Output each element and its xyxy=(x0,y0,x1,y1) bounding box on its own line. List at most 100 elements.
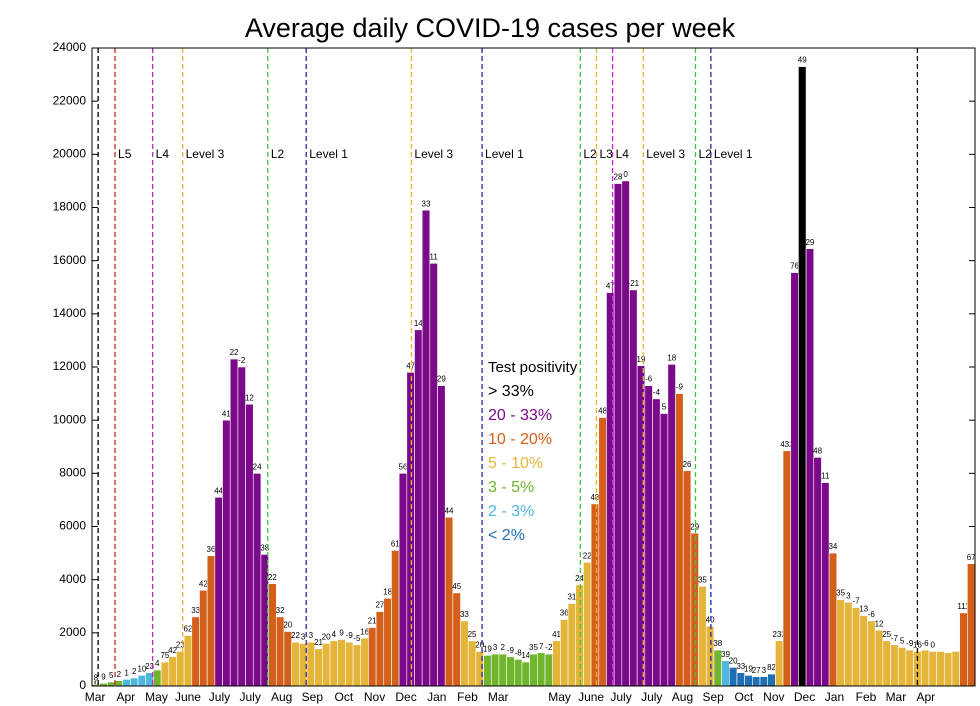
bar xyxy=(537,652,546,687)
data-label: 27 xyxy=(752,666,761,675)
bar xyxy=(767,673,776,687)
bar xyxy=(437,385,446,687)
bar xyxy=(414,329,423,687)
data-label: 33 xyxy=(460,610,469,619)
data-label: 26 xyxy=(683,460,692,469)
data-label: 27 xyxy=(375,601,384,610)
data-label: 42 xyxy=(199,579,208,588)
bar xyxy=(391,550,400,687)
phase-label: Level 1 xyxy=(485,147,524,161)
plot-frame xyxy=(91,47,976,687)
data-label: 33 xyxy=(191,606,200,615)
bar xyxy=(775,640,784,687)
legend-item: 20 - 33% xyxy=(488,407,552,424)
bar xyxy=(521,661,530,687)
bar xyxy=(790,272,799,687)
bar xyxy=(306,641,315,687)
data-label: 20 xyxy=(475,641,484,650)
legend-item: < 2% xyxy=(488,527,525,544)
data-label: 21 xyxy=(368,617,377,626)
y-tick-label: 2000 xyxy=(59,625,86,639)
x-tick-label: Feb xyxy=(457,690,478,704)
bar xyxy=(882,640,891,687)
bar xyxy=(682,470,692,687)
data-label: 76 xyxy=(790,262,799,271)
x-tick-label: July xyxy=(610,690,631,704)
bar xyxy=(498,653,507,687)
data-label: -9 xyxy=(676,383,684,392)
x-tick-label: July xyxy=(240,690,261,704)
y-tick-label: 6000 xyxy=(59,519,86,533)
data-label: 5 xyxy=(900,637,905,646)
data-label: 10 xyxy=(137,664,146,673)
data-label: 4 xyxy=(155,659,160,668)
bar xyxy=(314,648,323,687)
y-tick-label: 14000 xyxy=(53,306,87,320)
bar xyxy=(322,643,331,687)
bar xyxy=(659,413,669,687)
data-label: 35 xyxy=(836,589,845,598)
data-label: 3 xyxy=(309,631,314,640)
bar xyxy=(237,366,246,687)
bar xyxy=(629,289,638,687)
data-label: 3 xyxy=(762,666,767,675)
data-label: 3 xyxy=(301,633,306,642)
bar xyxy=(705,625,715,687)
data-label: 24 xyxy=(253,462,262,471)
bar xyxy=(828,552,838,687)
bar xyxy=(867,620,876,687)
data-label: 22 xyxy=(583,551,592,560)
bar xyxy=(130,677,139,687)
x-tick-label: Aug xyxy=(271,690,292,704)
bar xyxy=(160,661,170,687)
data-label: 36 xyxy=(560,609,569,618)
data-label: 19 xyxy=(744,664,753,673)
chart-title: Average daily COVID-19 cases per week xyxy=(245,13,736,43)
data-label: 20 xyxy=(729,657,738,666)
x-tick-label: Sep xyxy=(702,690,724,704)
data-label: 42 xyxy=(168,646,177,655)
bar xyxy=(736,672,745,687)
bar xyxy=(345,641,354,687)
phase-label: L4 xyxy=(616,147,630,161)
bar xyxy=(398,473,408,687)
bar xyxy=(444,516,454,687)
data-label: 33 xyxy=(422,199,431,208)
bar xyxy=(936,651,945,687)
data-label: 13 xyxy=(859,605,868,614)
data-label: 5 xyxy=(109,671,114,680)
bar xyxy=(782,450,792,687)
bar xyxy=(252,473,262,687)
data-label: 29 xyxy=(690,522,699,531)
legend-item: 5 - 10% xyxy=(488,455,543,472)
bar xyxy=(575,584,584,687)
legend-item: 3 - 5% xyxy=(488,479,534,496)
bar xyxy=(368,627,377,687)
bar xyxy=(759,676,768,687)
bar xyxy=(698,586,707,687)
x-tick-label: Oct xyxy=(335,690,354,704)
x-tick-label: June xyxy=(578,690,604,704)
y-tick-label: 4000 xyxy=(59,572,86,586)
bar xyxy=(229,358,239,687)
phase-label: Level 1 xyxy=(309,147,348,161)
data-label: 12 xyxy=(875,619,884,628)
data-label: 12 xyxy=(245,393,254,402)
bar xyxy=(675,393,684,687)
bar xyxy=(168,656,177,687)
bar xyxy=(636,365,646,687)
bar xyxy=(752,676,761,687)
data-label: -2 xyxy=(545,643,553,652)
bar xyxy=(153,669,162,687)
bar xyxy=(214,496,223,687)
data-label: 0 xyxy=(623,170,628,179)
data-label: 35 xyxy=(529,643,538,652)
data-label: 19 xyxy=(483,645,492,654)
y-tick-label: 16000 xyxy=(53,253,87,267)
bar xyxy=(905,649,914,687)
y-tick-label: 18000 xyxy=(53,200,87,214)
bar xyxy=(590,503,600,687)
data-label: -6 xyxy=(868,610,876,619)
bar xyxy=(452,592,461,687)
